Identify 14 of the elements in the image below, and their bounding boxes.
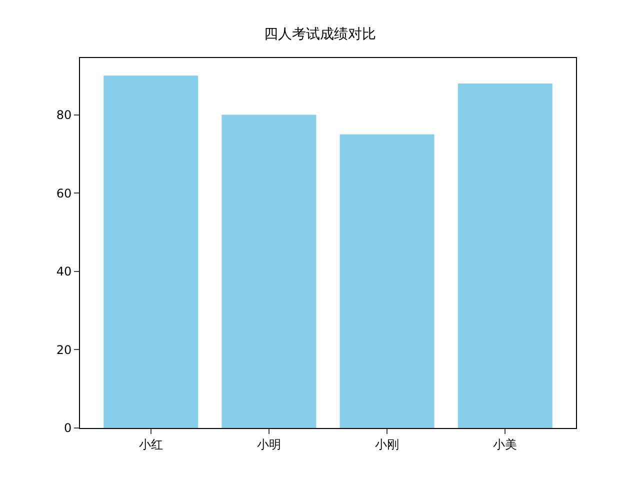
y-tick-label: 40 (56, 264, 72, 279)
bar (104, 76, 198, 428)
chart-title: 四人考试成绩对比 (264, 26, 376, 42)
y-tick-label: 60 (56, 186, 72, 200)
bar (222, 114, 316, 428)
x-tick-label: 小红 (138, 437, 163, 452)
y-tick-label: 80 (56, 108, 72, 122)
y-tick-label: 0 (64, 421, 72, 436)
bar (340, 134, 434, 428)
x-tick-label: 小刚 (375, 437, 400, 452)
x-tick-label: 小美 (493, 437, 518, 452)
x-tick-label: 小明 (256, 437, 281, 452)
y-tick-label: 20 (56, 342, 72, 357)
bar (458, 83, 552, 428)
